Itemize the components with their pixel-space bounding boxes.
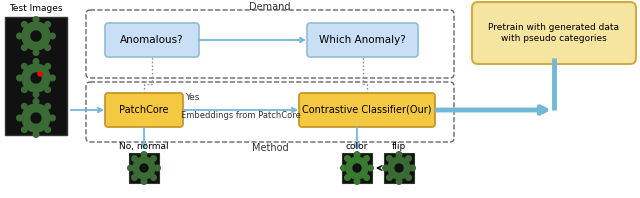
Circle shape [31,113,41,123]
FancyBboxPatch shape [299,93,435,127]
Circle shape [33,132,39,137]
Circle shape [133,157,155,179]
FancyBboxPatch shape [472,2,636,64]
Circle shape [346,157,368,179]
Text: Embeddings from PatchCore: Embeddings from PatchCore [181,111,301,120]
Circle shape [22,87,27,92]
Circle shape [22,104,27,109]
Circle shape [368,165,373,171]
Circle shape [364,175,369,180]
Circle shape [395,164,403,172]
Circle shape [22,22,50,50]
Circle shape [38,72,42,76]
Circle shape [410,165,415,171]
Circle shape [50,33,55,39]
Circle shape [31,73,41,83]
Text: Pretrain with generated data
with pseudo categories: Pretrain with generated data with pseudo… [488,23,620,43]
Circle shape [406,175,412,180]
Circle shape [22,64,27,69]
Text: flip: flip [392,142,406,151]
Circle shape [396,179,402,184]
Text: Which Anomaly?: Which Anomaly? [319,35,406,45]
FancyBboxPatch shape [5,17,67,135]
FancyBboxPatch shape [342,153,372,183]
Circle shape [45,127,51,132]
Circle shape [396,152,402,157]
Circle shape [387,175,392,180]
Text: No, normal: No, normal [119,142,169,151]
Text: Contrastive Classifier(Our): Contrastive Classifier(Our) [302,105,432,115]
FancyBboxPatch shape [384,153,414,183]
Text: Method: Method [252,143,288,153]
FancyBboxPatch shape [105,93,183,127]
Circle shape [141,152,147,157]
Circle shape [354,179,360,184]
FancyBboxPatch shape [129,153,159,183]
Text: Anomalous?: Anomalous? [120,35,184,45]
Circle shape [22,45,27,50]
Circle shape [45,87,51,92]
Circle shape [345,175,350,180]
Circle shape [155,165,160,171]
Text: color: color [346,142,368,151]
Circle shape [31,31,41,41]
Circle shape [50,115,55,121]
Circle shape [132,175,137,180]
Circle shape [364,156,369,161]
Circle shape [340,165,346,171]
Circle shape [388,157,410,179]
Circle shape [33,17,39,22]
Circle shape [22,127,27,132]
Circle shape [45,45,51,50]
Circle shape [345,156,350,161]
FancyBboxPatch shape [307,23,418,57]
FancyBboxPatch shape [105,23,199,57]
Circle shape [45,64,51,69]
Circle shape [17,33,22,39]
Circle shape [151,156,156,161]
Circle shape [45,22,51,27]
Circle shape [132,156,137,161]
Text: Yes: Yes [185,93,200,103]
Circle shape [141,179,147,184]
Text: Test Images: Test Images [9,4,63,13]
Circle shape [128,165,133,171]
Circle shape [383,165,388,171]
Circle shape [406,156,412,161]
Circle shape [22,64,50,92]
Circle shape [17,75,22,81]
Circle shape [353,164,361,172]
Circle shape [45,104,51,109]
Text: PatchCore: PatchCore [119,105,169,115]
Circle shape [50,75,55,81]
Circle shape [33,92,39,97]
Circle shape [33,59,39,64]
Circle shape [33,99,39,104]
Circle shape [140,164,148,172]
Text: Demand: Demand [249,2,291,12]
Circle shape [387,156,392,161]
Circle shape [33,50,39,55]
Circle shape [22,22,27,27]
Circle shape [22,104,50,132]
Circle shape [17,115,22,121]
Circle shape [151,175,156,180]
Circle shape [354,152,360,157]
